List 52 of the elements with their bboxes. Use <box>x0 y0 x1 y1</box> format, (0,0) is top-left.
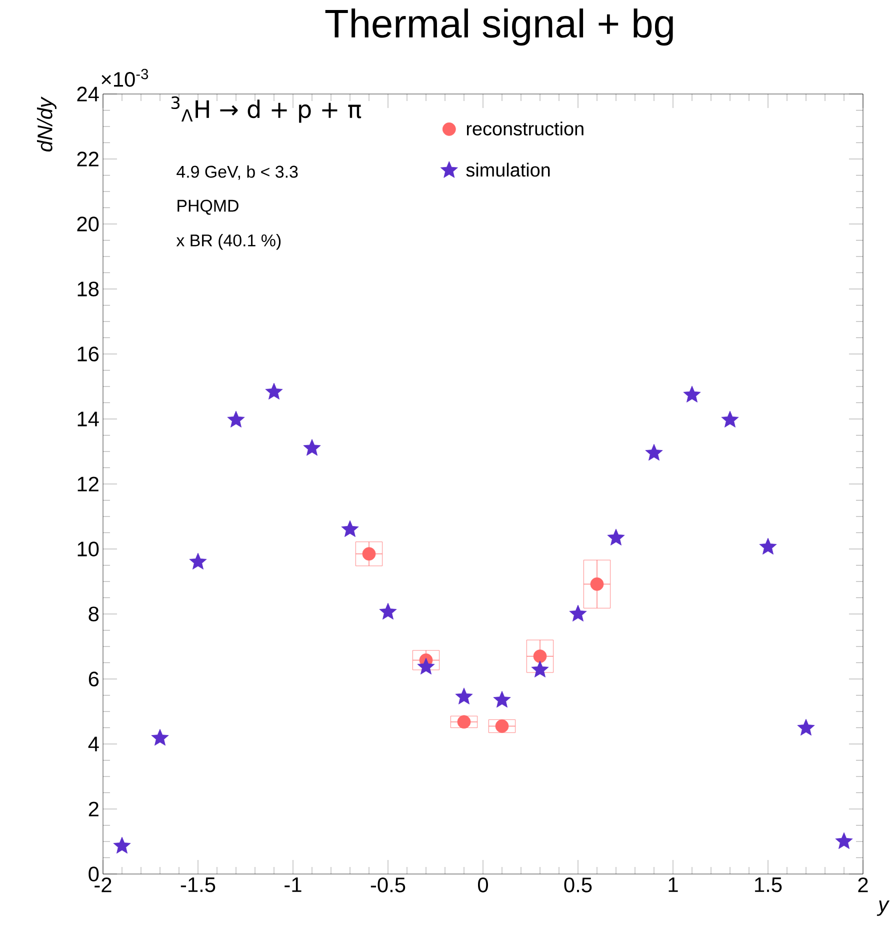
x-axis-title: y <box>876 900 890 916</box>
point <box>683 386 701 402</box>
point <box>607 528 625 546</box>
annotation: 4.9 GeV, b < 3.3 <box>176 165 298 180</box>
y-tick-label: 22 <box>77 152 98 166</box>
annotation: x BR (40.1 %) <box>176 234 281 250</box>
point <box>835 832 853 849</box>
y-tick-label: 8 <box>88 606 99 622</box>
x-tick-label: 1 <box>668 878 678 892</box>
x-tick-label: 0 <box>478 878 488 892</box>
point <box>151 728 169 746</box>
point <box>526 640 554 673</box>
y-tick-label: 6 <box>88 672 99 686</box>
point <box>341 520 359 537</box>
point <box>455 688 473 704</box>
point <box>189 552 207 570</box>
point <box>759 538 777 555</box>
legend-label: simulation <box>466 162 550 177</box>
point <box>797 718 815 736</box>
point <box>303 439 321 456</box>
point <box>493 690 511 708</box>
y-tick-label: 10 <box>78 542 99 556</box>
y-tick-label: 20 <box>77 216 99 232</box>
point <box>356 542 383 566</box>
annotation: PHQMD <box>178 200 238 215</box>
y-tick-label: 14 <box>78 412 99 426</box>
y-tick-label: 16 <box>78 346 99 362</box>
point <box>113 836 131 854</box>
point <box>569 604 587 622</box>
text: ×10$^{-3}$ <box>102 68 148 87</box>
point <box>227 410 245 428</box>
x-tick-label: 1.5 <box>755 878 782 892</box>
point <box>531 660 549 678</box>
x-tick-label: 0.5 <box>564 878 592 892</box>
point <box>417 658 435 674</box>
y-tick-label: 4 <box>88 736 99 752</box>
y-tick-label: 18 <box>78 282 99 296</box>
x-tick-label: -1 <box>284 878 302 892</box>
x-tick-label: 2 <box>858 878 868 892</box>
y-axis-title: dN/dy <box>36 96 56 152</box>
x-tick-label: -1.5 <box>180 878 216 892</box>
y-tick-label: 2 <box>88 802 98 816</box>
legend-label: reconstruction <box>466 122 584 136</box>
x-tick-label: -0.5 <box>370 878 406 892</box>
chart-title: Thermal signal + bg <box>325 8 673 46</box>
y-tick-label: 24 <box>77 86 99 102</box>
point <box>645 444 663 461</box>
y-tick-label: 12 <box>78 476 98 492</box>
annotation: 3$_{Λ}$H → d + p + π <box>171 96 362 123</box>
point <box>721 410 739 428</box>
point <box>265 382 283 400</box>
point <box>379 602 397 620</box>
